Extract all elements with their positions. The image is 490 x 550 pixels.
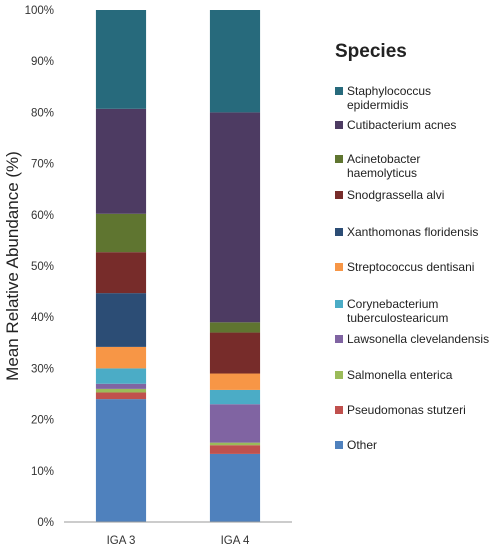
legend-swatch	[335, 121, 343, 129]
legend-swatch	[335, 335, 343, 343]
legend-label: tuberculostearicum	[347, 311, 448, 325]
legend-label: epidermidis	[347, 98, 408, 112]
y-tick-label: 50%	[31, 261, 54, 273]
legend-item: Lawsonella clevelandensis	[335, 332, 489, 346]
legend-swatch	[335, 155, 343, 163]
bar-segment	[209, 332, 261, 374]
bar-segment	[95, 383, 147, 389]
y-tick-label: 40%	[31, 312, 54, 324]
bar-segment	[95, 388, 147, 393]
legend-label: haemolyticus	[347, 166, 417, 180]
y-axis-ticks: 0% 10% 20% 30% 40% 50% 60% 70% 80% 90% 100%	[25, 5, 54, 529]
y-tick-label: 100%	[25, 5, 54, 17]
legend-label: Snodgrassella alvi	[347, 188, 444, 202]
legend-label: Lawsonella clevelandensis	[347, 332, 489, 346]
bars-group	[95, 10, 261, 522]
legend-label: Salmonella enterica	[347, 368, 453, 382]
bar-segment	[209, 373, 261, 390]
legend-swatch	[335, 371, 343, 379]
bar-segment	[209, 389, 261, 405]
legend-swatch	[335, 191, 343, 199]
bar-segment	[95, 399, 147, 522]
bar-segment	[95, 252, 147, 294]
bar-segment	[209, 112, 261, 323]
y-tick-label: 60%	[31, 210, 54, 222]
legend-swatch	[335, 87, 343, 95]
legend-label: Streptococcus dentisani	[347, 260, 474, 274]
y-tick-label: 80%	[31, 107, 54, 119]
legend-label: Cutibacterium acnes	[347, 118, 456, 132]
y-tick-label: 0%	[37, 517, 54, 529]
legend-label: Acinetobacter	[347, 152, 420, 166]
legend-label: Pseudomonas stutzeri	[347, 403, 466, 417]
legend-title: Species	[335, 41, 407, 62]
legend-label: Other	[347, 438, 377, 452]
bar-segment	[209, 10, 261, 113]
bar-segment	[209, 322, 261, 333]
legend-swatch	[335, 263, 343, 271]
bar-segment	[209, 445, 261, 454]
bar-segment	[95, 346, 147, 369]
legend-swatch	[335, 228, 343, 236]
bar-segment	[95, 10, 147, 109]
legend-item: Other	[335, 438, 377, 452]
legend-swatch	[335, 406, 343, 414]
bar-segment	[95, 392, 147, 400]
bar-segment	[209, 442, 261, 446]
legend-item: Streptococcus dentisani	[335, 260, 474, 274]
y-axis-label: Mean Relative Abundance (%)	[3, 151, 22, 381]
legend-swatch	[335, 300, 343, 308]
legend-item: Cutibacterium acnes	[335, 118, 456, 132]
y-tick-label: 20%	[31, 415, 54, 427]
y-tick-label: 10%	[31, 466, 54, 478]
y-tick-label: 30%	[31, 363, 54, 375]
bar-segment	[95, 293, 147, 347]
legend-label: Staphylococcus	[347, 84, 431, 98]
y-tick-label: 90%	[31, 56, 54, 68]
legend-item: Salmonella enterica	[335, 368, 453, 382]
legend-label: Xanthomonas floridensis	[347, 225, 478, 239]
x-tick-label: IGA 3	[107, 535, 136, 547]
bar-segment	[95, 368, 147, 384]
bar-segment	[209, 404, 261, 443]
x-tick-label: IGA 4	[221, 535, 250, 547]
legend-item: Pseudomonas stutzeri	[335, 403, 466, 417]
legend-swatch	[335, 441, 343, 449]
legend-item: Xanthomonas floridensis	[335, 225, 478, 239]
bar-segment	[95, 213, 147, 253]
y-tick-label: 70%	[31, 159, 54, 171]
bar-segment	[95, 108, 147, 214]
x-axis-ticks: IGA 3 IGA 4	[107, 535, 250, 547]
legend-item: Snodgrassella alvi	[335, 188, 444, 202]
bar-segment	[209, 453, 261, 522]
legend-label: Corynebacterium	[347, 297, 438, 311]
